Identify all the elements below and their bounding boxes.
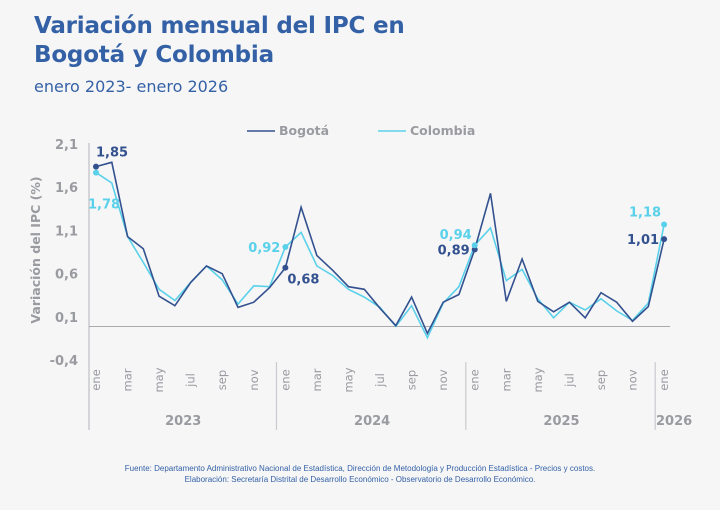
- month-tick-label: sep: [405, 370, 419, 390]
- data-point-marker: [282, 264, 289, 271]
- series-line-colombia: [95, 171, 665, 340]
- data-point-marker: [471, 246, 478, 253]
- data-label: 0,89: [438, 244, 470, 259]
- data-label: 1,01: [627, 233, 659, 248]
- data-point-marker: [661, 236, 668, 243]
- y-tick-label: 1,6: [55, 181, 78, 196]
- month-tick-label: ene: [89, 369, 103, 390]
- month-tick-label: mar: [121, 368, 135, 391]
- data-point-marker: [661, 221, 668, 228]
- month-tick-label: nov: [247, 369, 261, 390]
- data-labels: 1,85 0,68 0,89 1,01 1,78 0,92 0,94 1,18: [88, 146, 668, 288]
- y-tick-label: 0,1: [55, 311, 78, 326]
- month-tick-label: sep: [215, 370, 229, 390]
- data-label: 1,85: [96, 146, 128, 161]
- month-tick-label: ene: [657, 369, 671, 390]
- month-tick-label: mar: [499, 368, 513, 391]
- x-ticks: 2023 2024 2025 2026 ene mar may jul sep nov ene mar…: [89, 367, 692, 429]
- year-label: 2026: [656, 414, 692, 429]
- legend: Bogotá Colombia: [247, 123, 475, 138]
- month-tick-label: sep: [594, 370, 608, 390]
- month-tick-label: jul: [184, 373, 198, 388]
- data-point-marker: [93, 169, 99, 176]
- month-tick-label: ene: [468, 369, 482, 390]
- legend-label: Bogotá: [279, 123, 329, 138]
- y-tick-label: 0,6: [55, 268, 78, 283]
- data-point-marker: [471, 242, 478, 249]
- month-tick-label: jul: [562, 373, 576, 388]
- y-ticks: 2,1 1,6 1,1 0,6 0,1 -0,4: [50, 138, 78, 369]
- data-point-marker: [282, 243, 289, 250]
- footer-source: Fuente: Departamento Administrativo Naci…: [124, 464, 596, 473]
- month-tick-label: may: [341, 367, 355, 392]
- data-label: 1,78: [88, 198, 120, 213]
- data-label: 1,18: [629, 205, 661, 220]
- month-tick-label: mar: [310, 368, 324, 391]
- y-tick-label: 2,1: [55, 138, 78, 153]
- month-tick-label: jul: [373, 373, 387, 388]
- month-tick-label: may: [152, 367, 166, 392]
- y-tick-label: 1,1: [55, 224, 78, 239]
- month-tick-label: ene: [278, 369, 292, 390]
- y-tick-label: -0,4: [50, 354, 78, 369]
- year-label: 2025: [543, 414, 579, 429]
- series-lines: [95, 161, 665, 340]
- axes: [88, 143, 670, 430]
- data-label: 0,92: [248, 241, 280, 256]
- data-point-marker: [93, 163, 99, 170]
- chart-subtitle: enero 2023- enero 2026: [34, 77, 229, 96]
- data-label: 0,94: [440, 228, 472, 243]
- month-tick-label: nov: [436, 369, 450, 390]
- footer-elaboration: Elaboración: Secretaría Distrital de Des…: [184, 475, 536, 484]
- series-line-bogot: [95, 161, 665, 336]
- month-tick-label: nov: [626, 369, 640, 390]
- y-axis-label: Variación del IPC (%): [28, 176, 43, 323]
- month-tick-label: may: [531, 367, 545, 392]
- data-label: 0,68: [287, 273, 319, 288]
- chart-title: Variación mensual del IPC en Bogotá y Co…: [34, 13, 405, 68]
- year-label: 2024: [354, 414, 390, 429]
- year-label: 2023: [165, 414, 201, 429]
- legend-label: Colombia: [410, 123, 475, 138]
